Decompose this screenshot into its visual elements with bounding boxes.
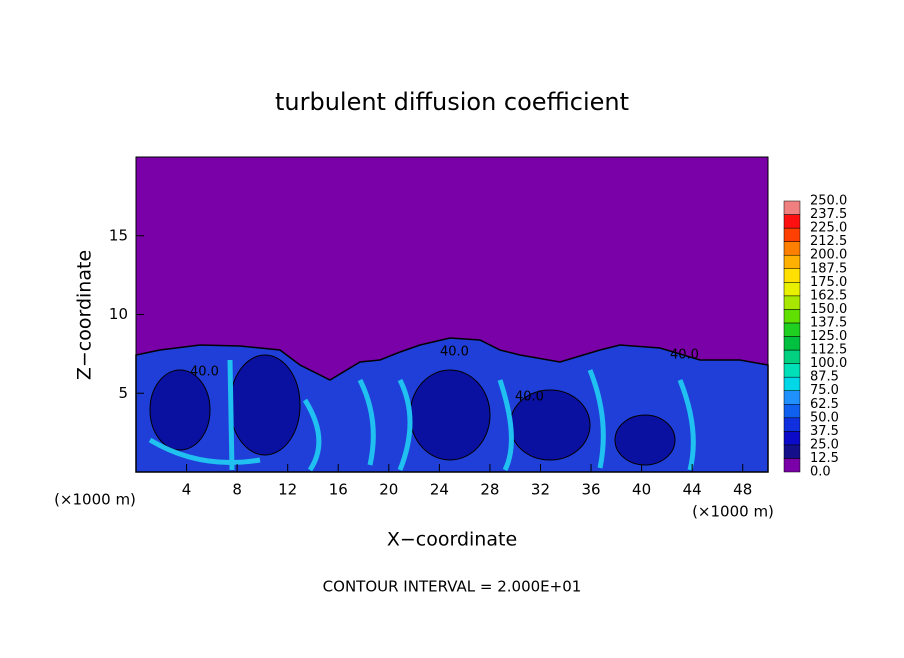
- colorbar-box: [783, 254, 801, 269]
- colorbar-box: [783, 322, 801, 337]
- footnote: CONTOUR INTERVAL = 2.000E+01: [323, 578, 582, 596]
- colorbar-box: [783, 458, 801, 473]
- colorbar-box: [783, 363, 801, 378]
- field-blob: [229, 354, 301, 456]
- x-tick-label: 28: [480, 481, 499, 499]
- contour-label: 40.0: [670, 348, 699, 363]
- y-tick-label: 10: [109, 305, 128, 323]
- colorbar-box: [783, 227, 801, 242]
- colorbar-box: [783, 200, 801, 215]
- x-tick-label: 40: [632, 481, 651, 499]
- x-tick-label: 32: [531, 481, 550, 499]
- contour-label: 40.0: [515, 390, 544, 405]
- colorbar-label: 137.5: [810, 315, 847, 330]
- colorbar-label: 62.5: [810, 397, 839, 412]
- colorbar-label: 37.5: [810, 424, 839, 439]
- colorbar-label: 12.5: [810, 451, 839, 466]
- x-tick-label: 16: [329, 481, 348, 499]
- colorbar-box: [783, 431, 801, 446]
- colorbar-box: [783, 309, 801, 324]
- x-tick-label: 8: [232, 481, 242, 499]
- colorbar-label: 50.0: [810, 410, 839, 425]
- colorbar-box: [783, 404, 801, 419]
- colorbar-box: [783, 214, 801, 229]
- colorbar-box: [783, 390, 801, 405]
- colorbar-label: 25.0: [810, 437, 839, 452]
- colorbar-label: 225.0: [810, 221, 847, 236]
- x-axis-label: X−coordinate: [387, 529, 517, 551]
- x-tick-label: 4: [182, 481, 192, 499]
- colorbar-label: 100.0: [810, 356, 847, 371]
- colorbar-box: [783, 417, 801, 432]
- colorbar-box: [783, 241, 801, 256]
- colorbar-label: 175.0: [810, 275, 847, 290]
- colorbar-box: [783, 349, 801, 364]
- x-tick-label: 12: [278, 481, 297, 499]
- contour-label: 40.0: [440, 345, 469, 360]
- contour-label: 40.0: [190, 365, 219, 380]
- colorbar-label: 250.0: [810, 194, 847, 209]
- colorbar-label: 237.5: [810, 207, 847, 222]
- colorbar-label: 187.5: [810, 261, 847, 276]
- field: [135, 157, 769, 473]
- field-blob: [409, 369, 491, 461]
- colorbar-label: 87.5: [810, 370, 839, 385]
- field-blob: [149, 369, 211, 451]
- x-tick-label: 36: [581, 481, 600, 499]
- x-unit: (×1000 m): [54, 491, 136, 509]
- colorbar-box: [783, 376, 801, 391]
- colorbar-label: 212.5: [810, 234, 847, 249]
- colorbar-label: 75.0: [810, 383, 839, 398]
- colorbar-label: 112.5: [810, 343, 847, 358]
- colorbar-box: [783, 336, 801, 351]
- colorbar-box: [783, 295, 801, 310]
- x-tick-label: 48: [733, 481, 752, 499]
- colorbar-label: 150.0: [810, 302, 847, 317]
- colorbar-box: [783, 282, 801, 297]
- x-unit: (×1000 m): [692, 503, 774, 521]
- colorbar-label: 0.0: [810, 465, 831, 480]
- field-streak: [148, 359, 696, 472]
- colorbar-label: 125.0: [810, 329, 847, 344]
- colorbar-box: [783, 268, 801, 283]
- colorbar-label: 162.5: [810, 288, 847, 303]
- colorbar-label: 200.0: [810, 248, 847, 263]
- field-blob: [614, 414, 676, 466]
- chart-title: turbulent diffusion coefficient: [275, 88, 629, 116]
- x-tick-label: 24: [430, 481, 449, 499]
- y-tick-label: 5: [118, 384, 128, 402]
- x-tick-label: 20: [379, 481, 398, 499]
- y-tick-label: 15: [109, 226, 128, 244]
- y-axis-label: Z−coordinate: [74, 250, 96, 380]
- colorbar-box: [783, 444, 801, 459]
- x-tick-label: 44: [683, 481, 702, 499]
